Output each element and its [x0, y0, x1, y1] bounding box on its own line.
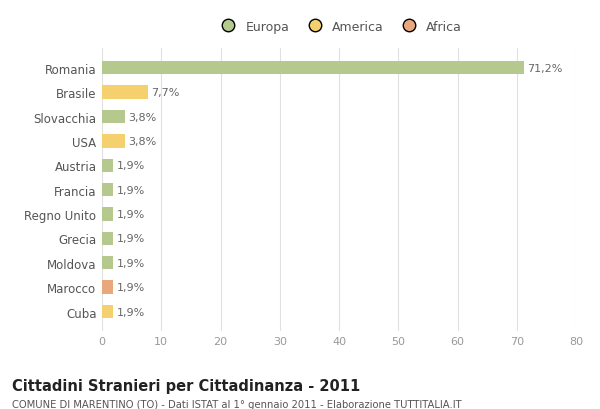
Text: 1,9%: 1,9%: [117, 307, 145, 317]
Text: 3,8%: 3,8%: [128, 112, 157, 122]
Bar: [102, 256, 113, 270]
Bar: [102, 159, 113, 173]
Bar: [102, 62, 524, 75]
Text: 1,9%: 1,9%: [117, 258, 145, 268]
Bar: [102, 135, 125, 148]
Text: 1,9%: 1,9%: [117, 234, 145, 244]
Text: 1,9%: 1,9%: [117, 185, 145, 195]
Bar: [102, 305, 113, 319]
Legend: Europa, America, Africa: Europa, America, Africa: [211, 16, 467, 39]
Text: 7,7%: 7,7%: [151, 88, 179, 98]
Text: COMUNE DI MARENTINO (TO) - Dati ISTAT al 1° gennaio 2011 - Elaborazione TUTTITAL: COMUNE DI MARENTINO (TO) - Dati ISTAT al…: [12, 399, 461, 409]
Bar: [102, 232, 113, 245]
Bar: [102, 110, 125, 124]
Text: 71,2%: 71,2%: [527, 64, 563, 74]
Text: 1,9%: 1,9%: [117, 209, 145, 220]
Bar: [102, 86, 148, 100]
Text: 1,9%: 1,9%: [117, 283, 145, 292]
Bar: [102, 184, 113, 197]
Bar: [102, 208, 113, 221]
Text: 1,9%: 1,9%: [117, 161, 145, 171]
Bar: [102, 281, 113, 294]
Text: Cittadini Stranieri per Cittadinanza - 2011: Cittadini Stranieri per Cittadinanza - 2…: [12, 378, 360, 393]
Text: 3,8%: 3,8%: [128, 137, 157, 146]
